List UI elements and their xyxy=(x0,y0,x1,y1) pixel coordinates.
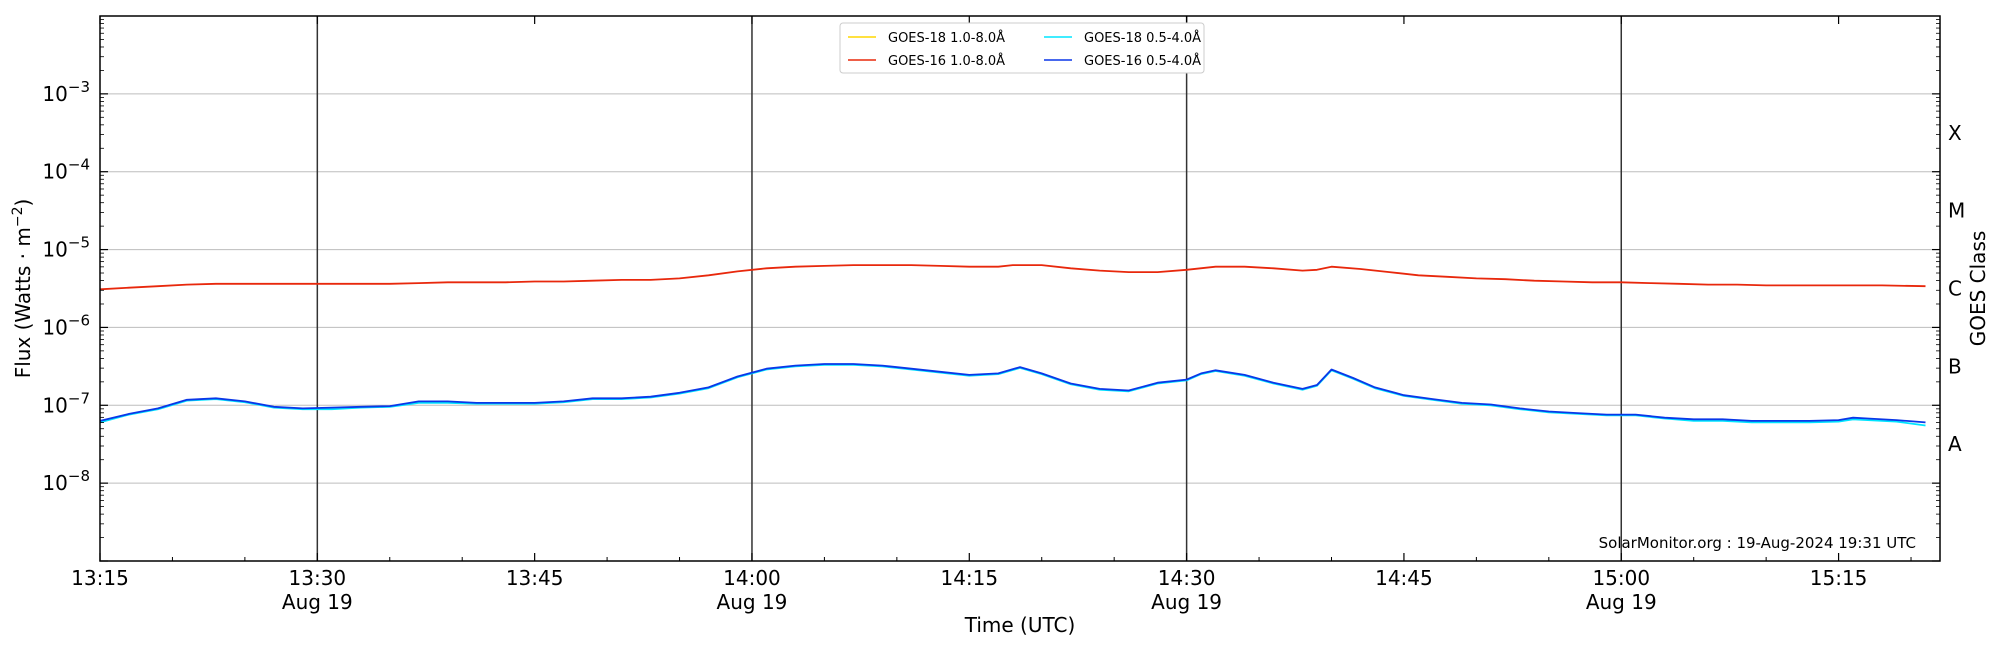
series-lines xyxy=(99,264,1926,427)
legend-label: GOES-16 1.0-8.0Å xyxy=(888,53,1005,69)
y-tick-base: 10 xyxy=(42,471,67,495)
y-tick-label: 10−5 xyxy=(42,234,90,262)
y-tick-exponent: −8 xyxy=(68,467,90,485)
x-tick-label-date: Aug 19 xyxy=(282,590,353,614)
y-tick-label: 10−8 xyxy=(42,467,90,495)
y-tick-base: 10 xyxy=(42,160,67,184)
y-axis-title: Flux (Watts · m−2) xyxy=(10,199,35,379)
y-tick-exponent: −3 xyxy=(68,78,90,96)
x-tick-label-date: Aug 19 xyxy=(1151,590,1222,614)
y-tick-label: 10−4 xyxy=(42,156,90,184)
legend-label: GOES-16 0.5-4.0Å xyxy=(1084,53,1201,69)
goes-class-label: B xyxy=(1948,354,1962,378)
goes-class-label: A xyxy=(1948,432,1962,456)
x-tick-label-time: 13:30 xyxy=(289,566,347,590)
solarmonitor-watermark: SolarMonitor.org : 19-Aug-2024 19:31 UTC xyxy=(1599,534,1916,552)
goes-class-label: X xyxy=(1948,121,1962,145)
date-marker-lines xyxy=(316,16,1623,561)
y-tick-base: 10 xyxy=(42,315,67,339)
plot-frame xyxy=(99,15,1941,562)
y-tick-label: 10−3 xyxy=(42,78,90,106)
x-tick-label-time: 13:15 xyxy=(71,566,129,590)
y-axis-title-main: Flux (Watts · m xyxy=(11,227,35,378)
goes-class-label: C xyxy=(1948,277,1962,301)
goes-class-label: M xyxy=(1948,199,1965,223)
y-axis-title-exponent: −2 xyxy=(10,207,26,228)
x-tick-label-date: Aug 19 xyxy=(717,590,788,614)
y-tick-base: 10 xyxy=(42,238,67,262)
legend-label: GOES-18 1.0-8.0Å xyxy=(888,30,1005,46)
x-tick-label-date: Aug 19 xyxy=(1586,590,1657,614)
series-line-3 xyxy=(99,363,1926,424)
y-axis-title-close: ) xyxy=(11,199,35,207)
x-axis-title: Time (UTC) xyxy=(964,613,1076,637)
y-tick-exponent: −7 xyxy=(68,389,90,407)
y-tick-exponent: −5 xyxy=(68,234,90,252)
goes-class-labels: X M C B A xyxy=(1948,121,1965,456)
legend: GOES-18 1.0-8.0Å GOES-16 1.0-8.0Å GOES-18 … xyxy=(839,22,1205,74)
x-tick-label-time: 13:45 xyxy=(506,566,564,590)
y-tick-labels: 10−310−410−510−610−710−8 xyxy=(42,78,90,495)
y-tick-exponent: −4 xyxy=(68,156,90,174)
goes-class-axis-title: GOES Class xyxy=(1966,231,1990,347)
x-tick-label-time: 15:00 xyxy=(1592,566,1650,590)
series-line-2 xyxy=(99,264,1926,291)
grid-lines xyxy=(100,93,1940,484)
x-tick-label-time: 15:15 xyxy=(1810,566,1868,590)
x-tick-label-time: 14:45 xyxy=(1375,566,1433,590)
x-tick-label-time: 14:30 xyxy=(1158,566,1216,590)
x-tick-label-time: 14:15 xyxy=(940,566,998,590)
y-tick-exponent: −6 xyxy=(68,311,90,329)
axis-ticks xyxy=(99,16,1940,562)
x-tick-label-time: 14:00 xyxy=(723,566,781,590)
y-tick-label: 10−6 xyxy=(42,311,90,339)
y-tick-label: 10−7 xyxy=(42,389,90,417)
y-tick-base: 10 xyxy=(42,393,67,417)
legend-box xyxy=(839,22,1205,74)
legend-label: GOES-18 0.5-4.0Å xyxy=(1084,30,1201,46)
y-tick-base: 10 xyxy=(42,82,67,106)
